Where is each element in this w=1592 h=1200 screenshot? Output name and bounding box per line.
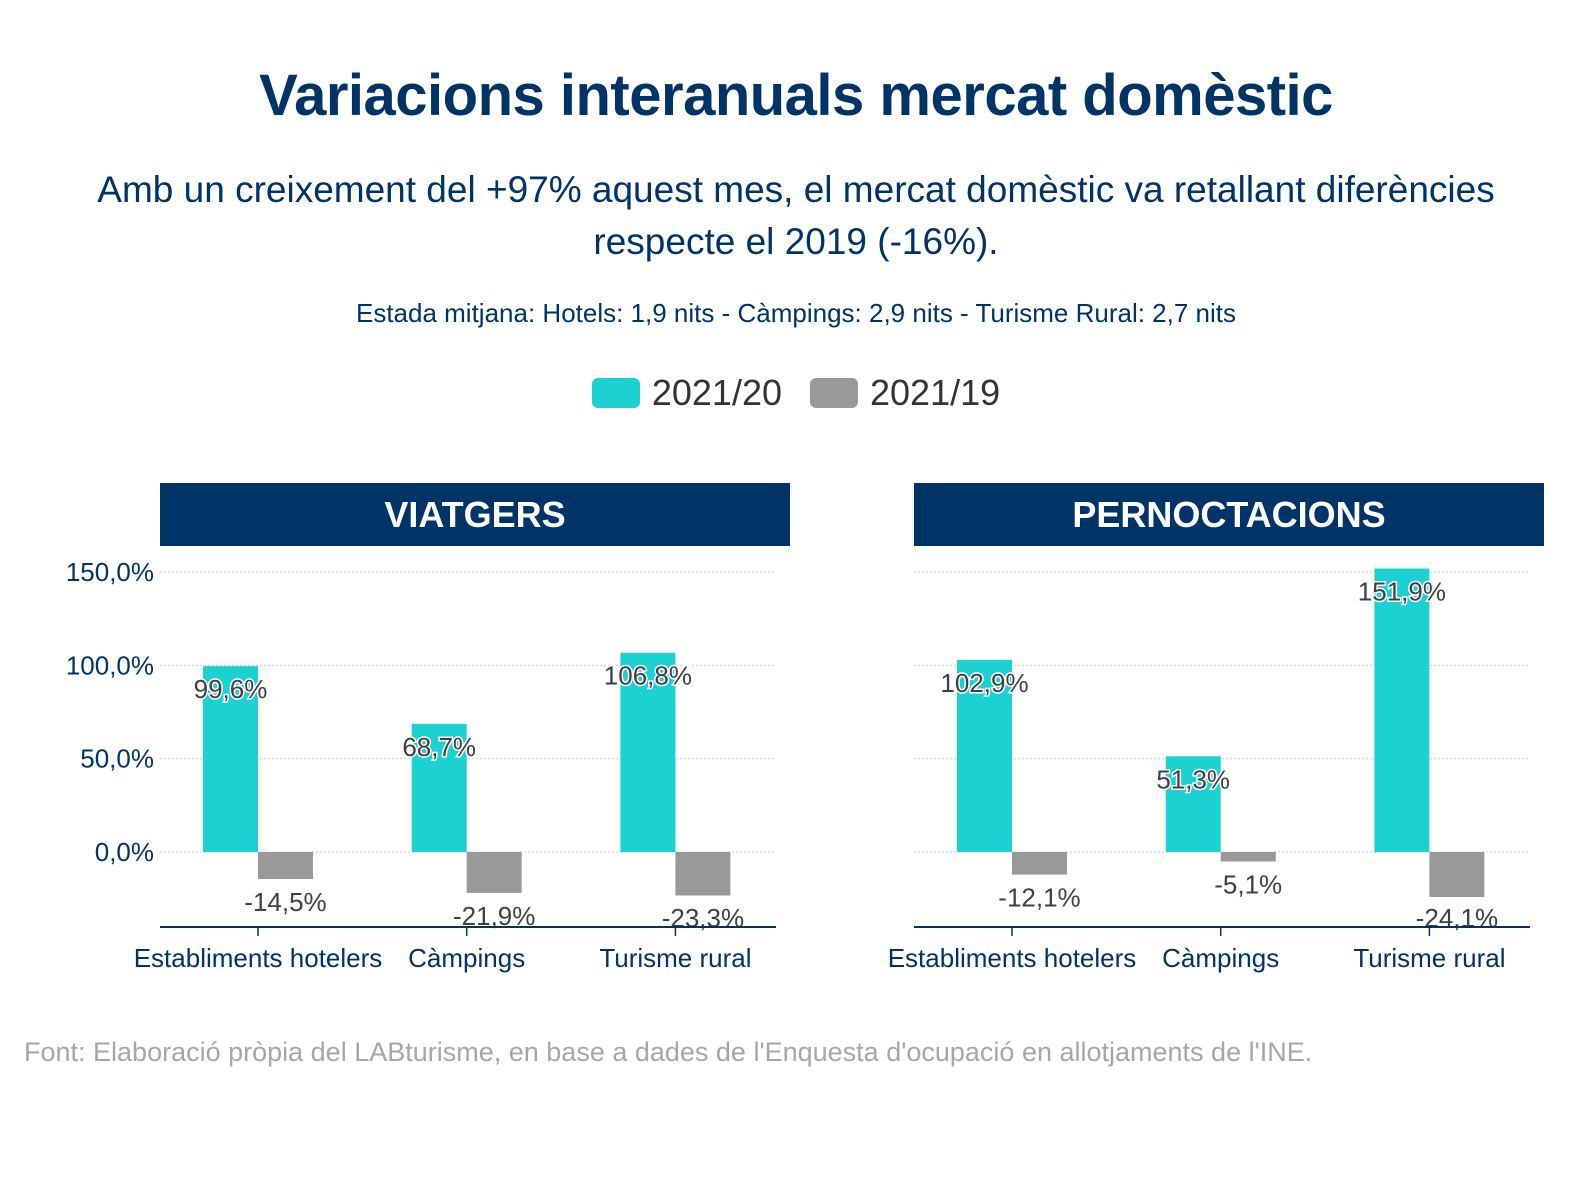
category-label: Establiments hotelers — [134, 943, 383, 973]
data-label: -24,1% — [1416, 903, 1498, 933]
data-label: -23,3% — [662, 903, 744, 933]
legend-label: 2021/20 — [651, 372, 782, 413]
category-label: Turisme rural — [1353, 943, 1505, 973]
data-label: 102,9% — [940, 668, 1028, 698]
y-tick-label: 50,0% — [80, 744, 154, 774]
data-label: 51,3% — [1156, 764, 1230, 794]
chart-title: Variacions interanuals mercat domèstic — [259, 63, 1333, 128]
y-tick-label: 100,0% — [66, 650, 154, 680]
data-label: -5,1% — [1214, 870, 1282, 900]
bar-2021-19 — [1220, 852, 1276, 862]
y-tick-label: 0,0% — [95, 837, 154, 867]
data-label: -14,5% — [244, 887, 326, 917]
data-label: 106,8% — [604, 661, 692, 691]
category-label: Càmpings — [408, 943, 525, 973]
chart-subtitle: Amb un creixement del +97% aquest mes, e… — [97, 169, 1495, 262]
source-note: Font: Elaboració pròpia del LABturisme, … — [24, 1037, 1313, 1067]
legend: 2021/20 2021/19 — [0, 372, 1592, 414]
y-tick-label: 150,0% — [66, 557, 154, 587]
data-label: 99,6% — [194, 674, 268, 704]
category-label: Turisme rural — [599, 943, 751, 973]
data-label: 151,9% — [1358, 577, 1446, 607]
bar-2021-19 — [1429, 852, 1485, 897]
legend-label: 2021/19 — [870, 372, 1001, 413]
bar-2021-20 — [1165, 756, 1221, 852]
bar-2021-20 — [203, 666, 258, 852]
category-label: Establiments hotelers — [888, 943, 1137, 973]
bar-2021-19 — [1012, 852, 1067, 875]
panel-header-viatgers: VIATGERS — [160, 483, 790, 546]
bar-2021-20 — [1374, 568, 1430, 852]
panel-header-pernoctacions: PERNOCTACIONS — [914, 483, 1544, 546]
category-label: Càmpings — [1162, 943, 1279, 973]
bar-2021-20 — [620, 652, 676, 852]
bar-2021-20 — [957, 659, 1012, 852]
legend-item-2021-20[interactable]: 2021/20 — [591, 372, 782, 414]
legend-swatch-2021-20 — [591, 378, 640, 408]
legend-item-2021-19[interactable]: 2021/19 — [810, 372, 1000, 414]
bar-2021-20 — [411, 723, 467, 852]
bar-2021-19 — [466, 852, 522, 893]
average-stay-note: Estada mitjana: Hotels: 1,9 nits - Càmpi… — [355, 298, 1237, 328]
bar-2021-19 — [258, 852, 313, 880]
data-label: -12,1% — [998, 883, 1080, 913]
legend-swatch-2021-19 — [810, 378, 858, 408]
bar-2021-19 — [675, 852, 731, 896]
data-label: 68,7% — [402, 732, 476, 762]
